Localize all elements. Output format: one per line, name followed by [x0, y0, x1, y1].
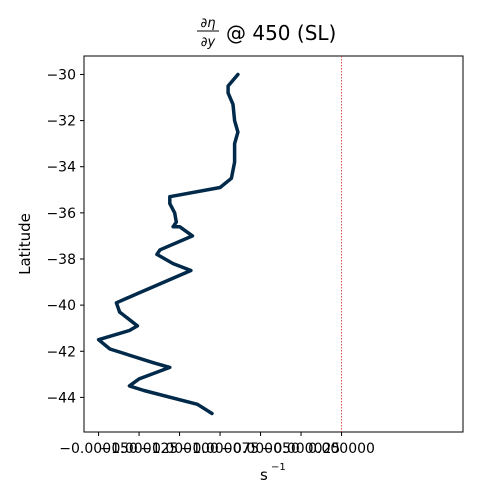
y-axis: −30 −32 −34 −36 −38 −40 −42 −44: [46, 67, 84, 406]
y-tick-label: −42: [46, 344, 76, 360]
y-tick-label: −44: [46, 390, 76, 406]
y-axis-label: Latitude: [16, 213, 34, 275]
series-line: [96, 72, 240, 416]
x-axis: −0.000150−0.000125−0.000100−0.000075−0.0…: [59, 432, 375, 457]
x-axis-label-text: s: [260, 466, 268, 484]
x-tick-label: −0.000075: [181, 441, 260, 457]
x-tick-label: 0.000000: [308, 441, 375, 457]
y-tick-label: −34: [46, 160, 76, 176]
x-tick-label: −0.000150: [59, 441, 138, 457]
y-tick-label: −32: [46, 114, 76, 130]
x-tick-label: −0.000050: [221, 441, 300, 457]
x-tick-label: −0.000025: [262, 441, 341, 457]
title-suffix: @ 450 (SL): [226, 21, 336, 45]
x-tick-label: −0.000100: [140, 441, 219, 457]
y-tick-label: −30: [46, 67, 76, 83]
y-tick-label: −38: [46, 252, 76, 268]
y-tick-label: −36: [46, 206, 76, 222]
x-axis-label: s −1: [260, 462, 286, 484]
chart-title: ∂η ∂y @ 450 (SL): [197, 16, 336, 50]
plot-area: [83, 55, 464, 433]
title-denominator: ∂y: [201, 35, 216, 50]
x-axis-label-exponent: −1: [271, 462, 286, 473]
y-tick-label: −40: [46, 298, 76, 314]
title-numerator: ∂η: [201, 16, 216, 31]
x-tick-label: −0.000125: [100, 441, 179, 457]
